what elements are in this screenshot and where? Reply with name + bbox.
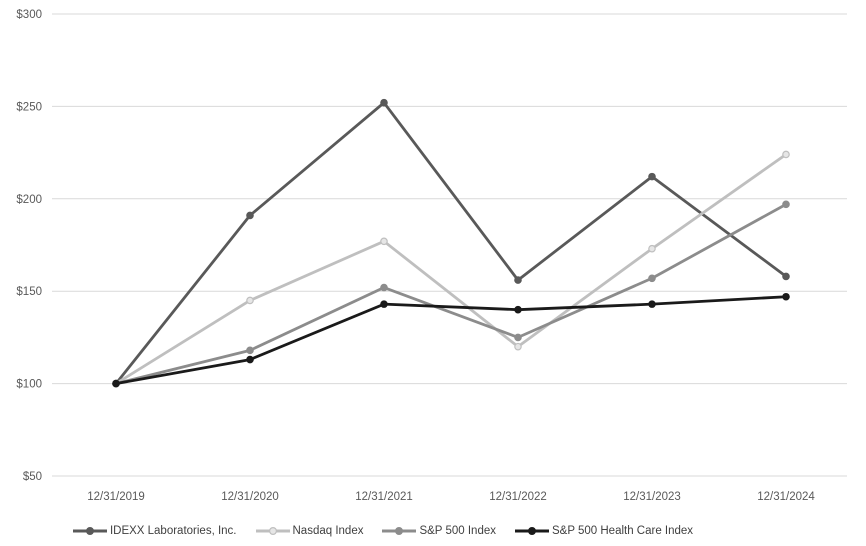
data-point-marker-idexx-laboratories-inc [246,211,254,220]
data-point-marker-idexx-laboratories-inc [782,272,790,281]
legend-item-s-p-500-health-care-index: S&P 500 Health Care Index [514,525,694,537]
x-axis-tick-label: 12/31/2022 [489,491,547,503]
y-axis-tick-label: $300 [16,9,42,21]
data-point-marker-s-p-500-health-care-index [246,355,254,364]
legend-item-s-p-500-index: S&P 500 Index [382,525,496,537]
data-point-marker-nasdaq-index [782,150,790,159]
legend-line-marker-icon [514,526,549,536]
data-point-marker-s-p-500-health-care-index [782,292,790,301]
data-point-marker-s-p-500-health-care-index [112,379,120,388]
data-point-marker-nasdaq-index [380,237,388,246]
series-line-nasdaq-index [114,153,788,386]
legend-label: S&P 500 Health Care Index [551,525,694,537]
legend-item-nasdaq-index: Nasdaq Index [255,525,364,537]
x-axis-tick-label: 12/31/2023 [623,491,681,503]
data-point-marker-idexx-laboratories-inc [648,172,656,181]
legend-line-marker-icon [382,526,417,536]
data-point-marker-s-p-500-index [782,200,790,209]
data-point-marker-idexx-laboratories-inc [380,98,388,107]
data-point-marker-idexx-laboratories-inc [514,276,522,284]
legend-item-idexx-laboratories-inc: IDEXX Laboratories, Inc. [72,525,237,537]
series-line-s-p-500-health-care-index [114,295,788,386]
data-point-marker-s-p-500-health-care-index [514,305,522,314]
series-line-idexx-laboratories-inc [114,101,788,386]
data-point-marker-s-p-500-index [514,333,522,342]
data-point-marker-s-p-500-index [648,274,656,283]
x-axis-tick-label: 12/31/2019 [87,491,145,503]
x-axis-tick-label: 12/31/2024 [757,491,815,503]
data-point-marker-nasdaq-index [514,342,522,351]
y-axis-tick-label: $150 [16,286,42,298]
data-point-marker-s-p-500-health-care-index [380,300,388,308]
data-point-marker-s-p-500-index [246,346,254,355]
legend-line-marker-icon [72,526,107,536]
y-axis-tick-label: $100 [16,379,42,391]
legend: IDEXX Laboratories, Inc. Nasdaq Index S&P … [0,519,866,543]
data-point-marker-nasdaq-index [648,244,656,253]
y-axis-tick-label: $200 [16,194,42,206]
legend-label: S&P 500 Index [419,525,496,537]
data-point-marker-nasdaq-index [246,296,254,305]
data-point-marker-s-p-500-health-care-index [648,300,656,308]
legend-label: IDEXX Laboratories, Inc. [109,525,237,537]
data-point-marker-s-p-500-index [380,283,388,292]
legend-line-marker-icon [255,526,290,536]
x-axis-tick-label: 12/31/2020 [221,491,279,503]
y-axis-tick-label: $50 [23,471,42,483]
y-axis-tick-label: $250 [16,101,42,113]
x-axis-tick-label: 12/31/2021 [355,491,413,503]
series-line-s-p-500-index [114,202,788,386]
legend-label: Nasdaq Index [292,525,364,537]
